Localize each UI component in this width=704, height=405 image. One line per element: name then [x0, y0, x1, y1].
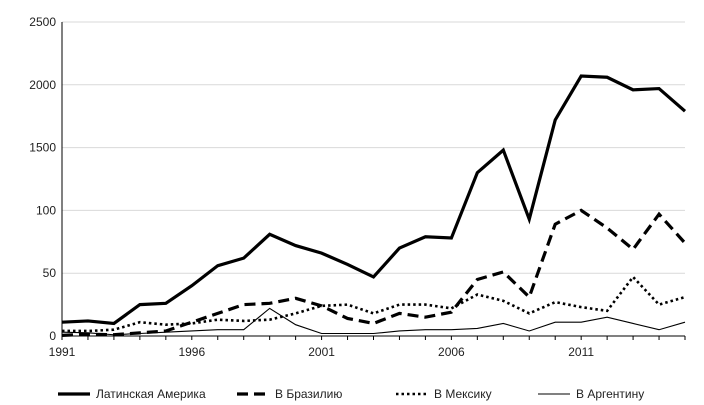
x-tick-label: 2006 — [438, 345, 465, 359]
grid-lines — [62, 21, 685, 274]
y-tick-label: 2000 — [29, 78, 56, 92]
y-tick-labels: 0 50 100 1500 2000 2500 — [29, 15, 56, 343]
y-tick-label: 1500 — [29, 141, 56, 155]
x-tick-label: 1996 — [178, 345, 205, 359]
legend-label: В Аргентину — [576, 387, 644, 401]
series-lines — [61, 74, 687, 337]
series-line-3 — [62, 274, 686, 333]
legend-label: Латинская Америка — [96, 387, 206, 401]
series-line-2 — [61, 208, 687, 337]
series-line-1 — [61, 74, 687, 326]
y-tick-label: 0 — [49, 329, 56, 343]
x-tick-label: 2001 — [308, 345, 335, 359]
y-tick-label: 2500 — [29, 15, 56, 29]
x-tick-label: 2011 — [568, 345, 594, 359]
x-tick-labels: 1991 1996 2001 2006 2011 — [49, 345, 595, 359]
legend: Латинская Америка В Бразилию В Мексику В Ар… — [58, 387, 644, 401]
legend-label: В Мексику — [434, 387, 492, 401]
y-tick-label: 50 — [43, 266, 57, 280]
legend-label: В Бразилию — [275, 387, 342, 401]
series-line-4 — [61, 307, 686, 336]
axes — [61, 22, 686, 340]
y-tick-label: 100 — [36, 203, 56, 217]
x-tick-label: 1991 — [49, 345, 76, 359]
